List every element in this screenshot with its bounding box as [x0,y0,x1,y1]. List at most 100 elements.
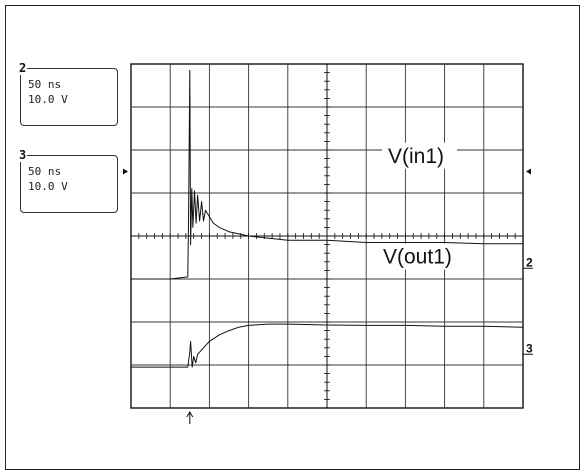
dotted-grid-mark [144,106,146,108]
trace-label-bg [382,142,457,169]
dotted-grid-mark [371,106,373,108]
channel-3-number: 3 [18,148,28,162]
dotted-grid-mark [332,106,334,108]
dotted-grid-mark [246,106,248,108]
dotted-grid-mark [206,106,209,108]
dotted-grid-mark [355,106,358,108]
channel-level-label: 3 [526,341,533,355]
dotted-grid-mark [230,364,232,366]
dotted-grid-mark [418,106,420,108]
dotted-grid-mark [246,364,248,366]
dotted-grid-mark [316,364,318,366]
dotted-grid-mark [308,364,311,366]
dotted-grid-mark [261,106,264,108]
dotted-grid-mark [167,364,169,366]
dotted-grid-mark [183,364,185,366]
dotted-grid-mark [497,106,499,108]
dotted-grid-mark [254,106,256,108]
dotted-grid-mark [199,364,201,366]
dotted-grid-mark [316,106,318,108]
dotted-grid-mark [301,364,303,366]
channel-level-label: 2 [526,255,533,269]
dotted-grid-mark [497,364,499,366]
dotted-grid-mark [457,364,460,366]
dotted-grid-mark [489,364,491,366]
dotted-grid-mark [379,364,381,366]
dotted-grid-mark [285,106,287,108]
channel-3-timebase: 50 ns [28,165,62,178]
dotted-grid-mark [277,364,279,366]
dotted-grid-mark [489,106,491,108]
dotted-grid-mark [136,364,138,366]
dotted-grid-mark [214,106,216,108]
dotted-grid-mark [206,364,209,366]
dotted-grid-mark [285,364,287,366]
dotted-grid-mark [348,364,350,366]
dotted-grid-mark [301,106,303,108]
dotted-grid-mark [395,106,397,108]
channel-2-box: 2 50 ns 10.0 V [18,61,118,126]
dotted-grid-mark [450,106,452,108]
dotted-grid-mark [340,106,342,108]
dotted-grid-mark [191,106,193,108]
dotted-grid-mark [222,106,224,108]
dotted-grid-mark [136,106,138,108]
channel-2-scale: 10.0 V [28,93,68,106]
dotted-grid-mark [520,106,522,108]
dotted-grid-mark [465,364,467,366]
dotted-grid-mark [175,106,177,108]
dotted-grid-mark [434,106,436,108]
dotted-grid-mark [152,364,154,366]
dotted-grid-mark [371,364,373,366]
dotted-grid-mark [418,364,420,366]
dotted-grid-mark [183,106,185,108]
dotted-grid-mark [410,106,412,108]
dotted-grid-mark [175,364,177,366]
dotted-grid-mark [269,106,271,108]
dotted-grid-mark [442,106,444,108]
dotted-grid-mark [332,364,334,366]
channel-3-box: 3 50 ns 10.0 V [18,148,118,213]
dotted-grid-mark [269,364,271,366]
dotted-grid-mark [199,106,201,108]
trace-label: V(out1) [383,246,452,269]
dotted-grid-mark [363,364,365,366]
dotted-grid-mark [465,106,467,108]
dotted-grid-mark [504,364,507,366]
trace-label: V(in1) [388,145,444,168]
dotted-grid-mark [387,364,389,366]
dotted-grid-mark [308,106,311,108]
dotted-grid-mark [426,364,428,366]
left-level-marker [123,168,128,175]
dotted-grid-mark [230,106,232,108]
dotted-grid-mark [222,364,224,366]
dotted-grid-mark [293,106,295,108]
channel-3-scale: 10.0 V [28,180,68,193]
dotted-grid-mark [387,106,389,108]
dotted-grid-mark [402,364,405,366]
dotted-grid-mark [512,106,514,108]
dotted-grid-mark [442,364,444,366]
channel-2-timebase: 50 ns [28,78,62,91]
dotted-grid-mark [395,364,397,366]
dotted-grid-mark [512,364,514,366]
dotted-grid-mark [363,106,365,108]
trace-label-bg [377,243,463,270]
dotted-grid-mark [434,364,436,366]
dotted-grid-mark [473,106,475,108]
dotted-grid-mark [481,364,483,366]
dotted-grid-mark [450,364,452,366]
dotted-grid-mark [238,364,240,366]
dotted-grid-mark [167,106,169,108]
dotted-grid-mark [355,364,358,366]
dotted-grid-mark [379,106,381,108]
dotted-grid-mark [261,364,264,366]
dotted-grid-mark [520,364,522,366]
dotted-grid-mark [481,106,483,108]
trace-v-out1 [131,323,524,368]
dotted-grid-mark [426,106,428,108]
dotted-grid-mark [504,106,507,108]
dotted-grid-mark [214,364,216,366]
dotted-grid-mark [402,106,405,108]
